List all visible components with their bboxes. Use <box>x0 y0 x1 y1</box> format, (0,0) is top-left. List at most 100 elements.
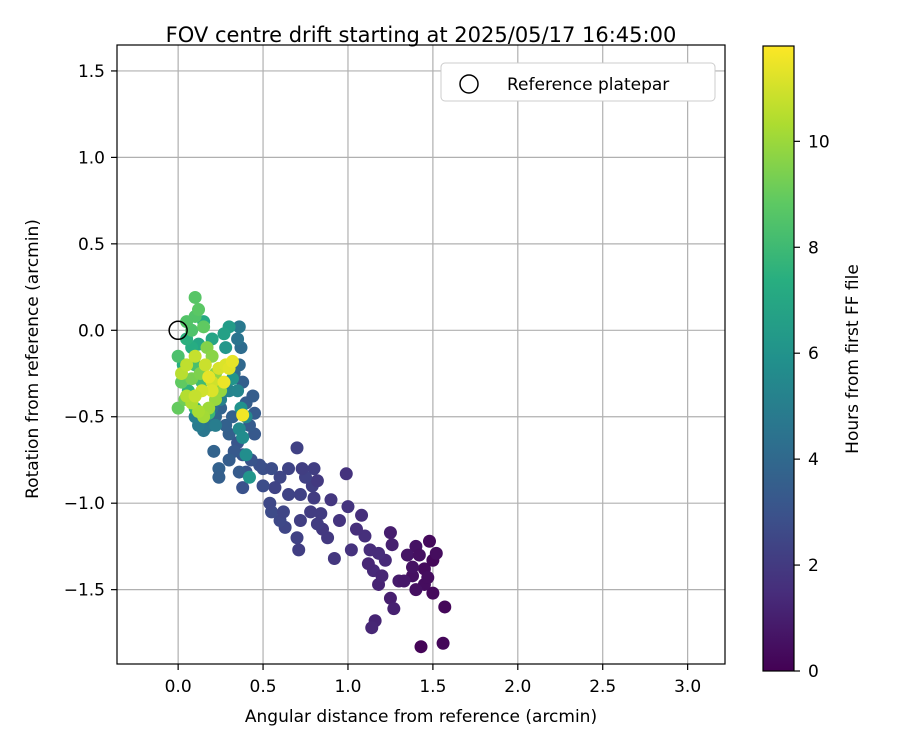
x-tick-label: 1.5 <box>419 677 446 697</box>
x-tick-label: 0.0 <box>165 677 192 697</box>
data-point <box>212 470 226 484</box>
x-tick-label: 2.5 <box>589 677 616 697</box>
data-point <box>207 444 221 458</box>
data-point <box>236 408 250 422</box>
data-point <box>324 493 338 507</box>
data-point <box>397 574 411 588</box>
data-point <box>197 320 211 334</box>
legend-reference-label: Reference platepar <box>507 75 669 95</box>
data-point <box>426 586 440 600</box>
colorbar-ticks: 0 2 4 6 8 10 <box>794 132 830 682</box>
data-point <box>231 332 245 346</box>
data-point <box>295 462 309 476</box>
data-point <box>276 505 290 519</box>
colorbar-tick-label: 4 <box>808 450 819 470</box>
data-point <box>236 481 250 495</box>
x-tick-label: 3.0 <box>674 677 701 697</box>
legend: Reference platepar <box>440 62 716 102</box>
data-point <box>422 534 436 548</box>
data-point <box>219 341 233 355</box>
colorbar-gradient <box>762 45 795 672</box>
x-tick-label: 0.5 <box>250 677 277 697</box>
colorbar: 0 2 4 6 8 10 Hours from first FF file <box>762 45 863 682</box>
y-axis-label: Rotation from reference (arcmin) <box>23 219 43 499</box>
data-point <box>436 636 450 650</box>
data-point <box>310 517 324 531</box>
legend-box <box>440 62 716 102</box>
data-point <box>246 389 260 403</box>
data-point <box>180 358 194 372</box>
colorbar-tick-label: 0 <box>808 662 819 682</box>
y-tick-label: −1.0 <box>64 494 105 514</box>
data-point <box>239 448 253 462</box>
data-point <box>293 513 307 527</box>
data-point <box>310 474 324 488</box>
x-axis-ticks: 0.0 0.5 1.0 1.5 2.0 2.5 3.0 <box>165 664 701 697</box>
colorbar-tick-label: 6 <box>808 344 819 364</box>
data-point <box>202 370 216 384</box>
data-point <box>198 358 212 372</box>
data-point <box>171 349 185 363</box>
plot-frame <box>116 44 726 665</box>
data-point <box>217 375 231 389</box>
data-point <box>412 548 426 562</box>
data-point <box>188 389 202 403</box>
data-point <box>232 465 246 479</box>
data-point <box>438 600 452 614</box>
data-point <box>268 481 282 495</box>
data-point <box>205 384 219 398</box>
data-point <box>341 500 355 514</box>
data-point <box>188 349 202 363</box>
data-point <box>383 591 397 605</box>
data-point <box>307 491 321 505</box>
data-point <box>290 531 304 545</box>
data-point <box>242 470 256 484</box>
chart-title: FOV centre drift starting at 2025/05/17 … <box>166 23 677 47</box>
data-point <box>339 467 353 481</box>
data-point <box>225 410 239 424</box>
y-tick-label: 0.0 <box>78 321 105 341</box>
data-point <box>421 571 435 585</box>
colorbar-label: Hours from first FF file <box>843 264 863 454</box>
data-point <box>332 513 346 527</box>
data-point <box>355 508 369 522</box>
y-tick-label: 1.5 <box>78 62 105 82</box>
data-point <box>217 327 231 341</box>
data-point <box>307 462 321 476</box>
data-point <box>188 290 202 304</box>
y-axis-ticks: −1.5 −1.0 −0.5 0.0 0.5 1.0 1.5 <box>64 62 117 601</box>
legend-reference-icon <box>459 74 479 94</box>
data-point <box>365 621 379 635</box>
data-point <box>236 430 250 444</box>
data-point <box>327 552 341 566</box>
x-tick-label: 2.0 <box>504 677 531 697</box>
data-point <box>180 315 194 329</box>
colorbar-tick-label: 2 <box>808 556 819 576</box>
data-point <box>265 462 279 476</box>
y-tick-label: −1.5 <box>64 581 105 601</box>
colorbar-tick-label: 8 <box>808 238 819 258</box>
data-point <box>225 354 239 368</box>
data-point <box>192 303 206 317</box>
data-point <box>314 507 328 521</box>
data-point <box>409 583 423 597</box>
colorbar-tick-label: 10 <box>808 132 830 152</box>
data-point <box>349 522 363 536</box>
data-point <box>304 505 318 519</box>
y-tick-label: 0.5 <box>78 235 105 255</box>
data-point <box>293 488 307 502</box>
y-tick-label: −0.5 <box>64 408 105 428</box>
data-point <box>383 526 397 540</box>
data-point <box>344 543 358 557</box>
data-point <box>385 538 399 552</box>
data-point <box>231 384 245 398</box>
data-point <box>209 418 223 432</box>
data-point <box>361 557 375 571</box>
data-point <box>282 462 296 476</box>
data-point <box>273 470 287 484</box>
data-point <box>387 602 401 616</box>
data-point <box>414 640 428 654</box>
data-point <box>222 453 236 467</box>
x-tick-label: 1.0 <box>334 677 361 697</box>
